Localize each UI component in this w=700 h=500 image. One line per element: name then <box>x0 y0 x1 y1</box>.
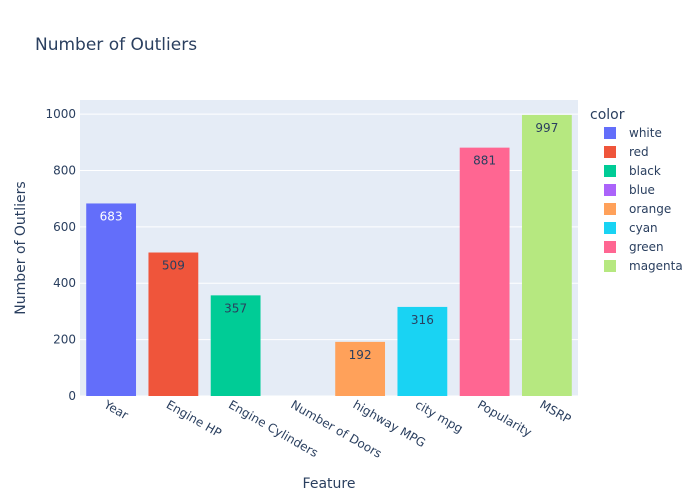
legend-item-blue[interactable]: blue <box>629 183 655 197</box>
legend-title: color <box>590 107 625 123</box>
x-tick-label: city mpg <box>413 397 465 435</box>
legend[interactable]: color white red black blue orange cyan green ma… <box>590 107 683 273</box>
y-tick-label: 1000 <box>45 107 76 121</box>
legend-swatch-white <box>604 127 616 139</box>
legend-swatch-magenta <box>604 260 616 272</box>
legend-item-black[interactable]: black <box>629 164 661 178</box>
y-tick-label: 200 <box>53 333 76 347</box>
bar-value-label: 192 <box>349 348 372 362</box>
x-axis-title: Feature <box>303 476 356 492</box>
legend-item-orange[interactable]: orange <box>629 202 671 216</box>
legend-item-red[interactable]: red <box>629 145 649 159</box>
legend-swatch-black <box>604 165 616 177</box>
x-tick-label: Year <box>101 397 131 422</box>
bar-value-label: 316 <box>411 313 434 327</box>
x-tick-label: MSRP <box>537 397 573 426</box>
chart-title: Number of Outliers <box>35 35 197 55</box>
legend-item-magenta[interactable]: magenta <box>629 259 683 273</box>
y-tick-label: 600 <box>53 220 76 234</box>
legend-swatch-blue <box>604 184 616 196</box>
bar-value-label: 683 <box>100 209 123 223</box>
legend-item-white[interactable]: white <box>629 126 662 140</box>
x-tick-label: Engine HP <box>164 397 224 440</box>
y-axis-ticks: 0 200 400 600 800 1000 <box>45 107 76 403</box>
bar-white[interactable] <box>86 203 137 396</box>
legend-swatch-green <box>604 241 616 253</box>
y-tick-label: 400 <box>53 276 76 290</box>
y-axis-title: Number of Outliers <box>13 181 29 314</box>
y-tick-label: 800 <box>53 163 76 177</box>
bar-cyan[interactable] <box>397 306 448 396</box>
legend-item-green[interactable]: green <box>629 240 664 254</box>
bar-magenta[interactable] <box>521 114 572 396</box>
legend-item-cyan[interactable]: cyan <box>629 221 658 235</box>
x-tick-label: Popularity <box>475 397 534 439</box>
legend-swatch-cyan <box>604 222 616 234</box>
legend-swatch-red <box>604 146 616 158</box>
bar-orange[interactable] <box>335 341 386 396</box>
y-tick-label: 0 <box>68 389 76 403</box>
bar-value-label: 509 <box>162 259 185 273</box>
bars <box>86 114 572 396</box>
bar-value-label: 997 <box>535 121 558 135</box>
bar-black[interactable] <box>210 295 261 396</box>
legend-swatch-orange <box>604 203 616 215</box>
bar-red[interactable] <box>148 252 199 396</box>
bar-value-label: 357 <box>224 301 247 315</box>
bar-green[interactable] <box>459 147 510 396</box>
bar-labels: 683 509 357 192 316 881 997 <box>100 121 559 362</box>
bar-value-label: 881 <box>473 154 496 168</box>
